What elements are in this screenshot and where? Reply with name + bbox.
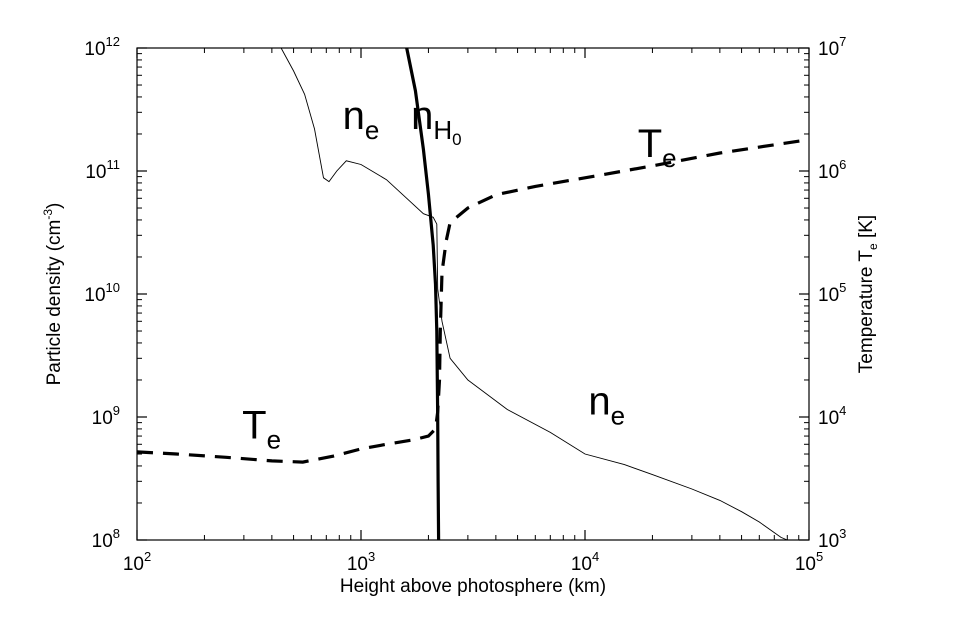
y-left-tick-base: 10 (92, 531, 113, 552)
y-right-tick-label: 103 (818, 526, 846, 552)
annotation-main: T (242, 403, 266, 447)
y-left-tick-base: 10 (84, 285, 105, 306)
annotation-sub: e (365, 115, 379, 145)
y-left-tick-base: 10 (84, 39, 105, 60)
y-left-tick-base: 10 (92, 408, 113, 429)
x-tick-exp: 2 (144, 549, 151, 564)
y-right-tick-base: 10 (818, 162, 839, 183)
y-right-tick-label: 105 (818, 280, 846, 306)
y-left-title-main: Particle density (cm (44, 220, 65, 386)
annotation-main: n (588, 379, 610, 423)
x-tick-base: 10 (795, 554, 816, 575)
y-axis-left-title: Particle density (cm-3) (41, 203, 65, 386)
x-tick-base: 10 (571, 554, 592, 575)
y-left-tick-exp: 12 (106, 34, 120, 49)
y-right-tick-exp: 5 (839, 280, 846, 295)
y-left-tick-base: 10 (85, 162, 106, 183)
y-right-tick-base: 10 (818, 531, 839, 552)
y-right-tick-label: 107 (818, 34, 846, 60)
y-left-tick-label: 108 (92, 526, 120, 552)
y-right-tick-base: 10 (818, 285, 839, 306)
x-tick-label: 102 (123, 549, 151, 575)
series-annotation: Te (242, 403, 281, 454)
y-axis-right-title: Temperature Te [K] (856, 215, 880, 373)
y-right-tick-exp: 3 (839, 526, 846, 541)
series-annotation: nH0 (411, 94, 462, 149)
y-left-tick-exp: 10 (106, 280, 120, 295)
y-right-tick-label: 106 (818, 157, 846, 183)
plot-area-frame (137, 48, 809, 540)
annotation-main: T (638, 122, 662, 166)
y-right-tick-base: 10 (818, 408, 839, 429)
y-left-tick-exp: 9 (113, 403, 120, 418)
y-left-tick-label: 1011 (85, 157, 120, 183)
y-right-tick-exp: 6 (839, 157, 846, 172)
x-tick-label: 105 (795, 549, 823, 575)
y-right-tick-base: 10 (818, 39, 839, 60)
tick-labels: 102 103 104 1051081091010101110121031041051… (84, 34, 846, 575)
series-annotation: ne (343, 94, 380, 145)
x-tick-base: 10 (347, 554, 368, 575)
x-axis-title: Height above photosphere (km) (340, 576, 606, 597)
y-left-tick-label: 1010 (84, 280, 120, 306)
series-layer (137, 48, 809, 540)
y-right-title-tail: [K] (856, 215, 877, 244)
y-left-title-tail: ) (44, 203, 65, 209)
x-tick-label: 104 (571, 549, 599, 575)
annotation-subsub: 0 (452, 130, 461, 149)
annotation-main: n (343, 94, 365, 138)
series-annotation: Te (638, 122, 677, 173)
annotation-sub: e (662, 143, 676, 173)
tick-marks (137, 48, 809, 540)
y-left-tick-label: 109 (92, 403, 120, 429)
y-right-title-main: Temperature T (856, 250, 877, 374)
x-tick-exp: 3 (368, 549, 375, 564)
y-left-title-sup: -3 (41, 209, 55, 220)
y-right-tick-exp: 4 (839, 403, 846, 418)
annotation-sub: H (433, 115, 452, 145)
series-dashed-curve (137, 140, 809, 463)
x-tick-exp: 4 (592, 549, 599, 564)
y-left-tick-exp: 8 (113, 526, 120, 541)
x-tick-base: 10 (123, 554, 144, 575)
series-annotation: ne (588, 379, 625, 430)
y-left-tick-exp: 11 (107, 157, 121, 172)
y-right-tick-exp: 7 (839, 34, 846, 49)
annotation-main: n (411, 94, 433, 138)
y-right-tick-label: 104 (818, 403, 846, 429)
y-left-tick-label: 1012 (84, 34, 120, 60)
annotation-sub: e (267, 424, 281, 454)
annotation-sub: e (611, 400, 625, 430)
x-tick-label: 103 (347, 549, 375, 575)
